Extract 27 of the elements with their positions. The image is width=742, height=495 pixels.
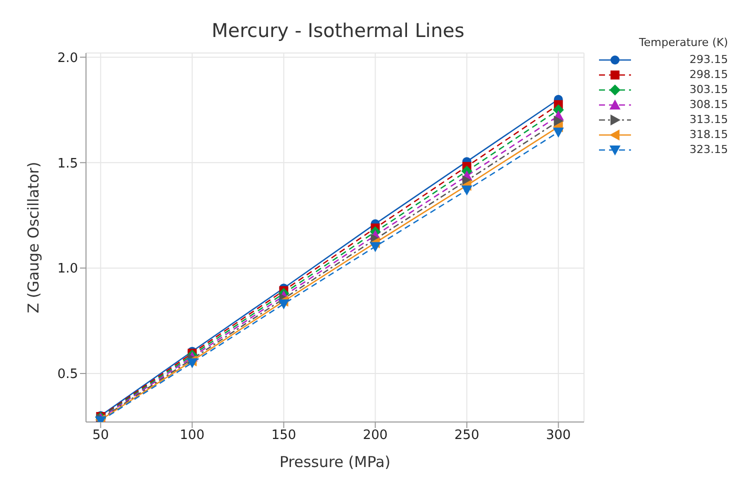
y-tick-label: 2.0 — [57, 50, 78, 66]
point — [552, 128, 564, 138]
y-tick-label: 1.5 — [57, 156, 78, 172]
y-axis-title: Z (Gauge Oscillator) — [24, 162, 42, 314]
x-tick-label: 250 — [454, 428, 480, 444]
y-tick-label: 1.0 — [57, 262, 78, 277]
point — [554, 116, 564, 127]
text: 303.15 — [690, 83, 728, 96]
point — [278, 299, 290, 310]
point — [461, 186, 472, 196]
legend-title: Temperature (K) — [638, 36, 728, 49]
text: 293.15 — [690, 53, 728, 66]
y-tick-label: 0.5 — [57, 367, 78, 382]
chart-title: Mercury - Isothermal Lines — [210, 20, 466, 42]
text: 313.15 — [690, 113, 728, 126]
point — [370, 242, 381, 252]
x-tick-label: 200 — [362, 428, 388, 444]
x-tick-label: 300 — [546, 428, 571, 444]
text: 298.15 — [690, 68, 728, 81]
x-tick-label: 150 — [271, 428, 296, 444]
text: 308.15 — [690, 98, 728, 111]
text: 323.15 — [690, 143, 728, 156]
point — [186, 358, 198, 368]
text: 318.15 — [690, 128, 728, 141]
x-tick-label: 50 — [92, 428, 109, 444]
x-tick-label: 100 — [180, 428, 205, 444]
x-axis-title: Pressure (MPa) — [279, 453, 391, 471]
